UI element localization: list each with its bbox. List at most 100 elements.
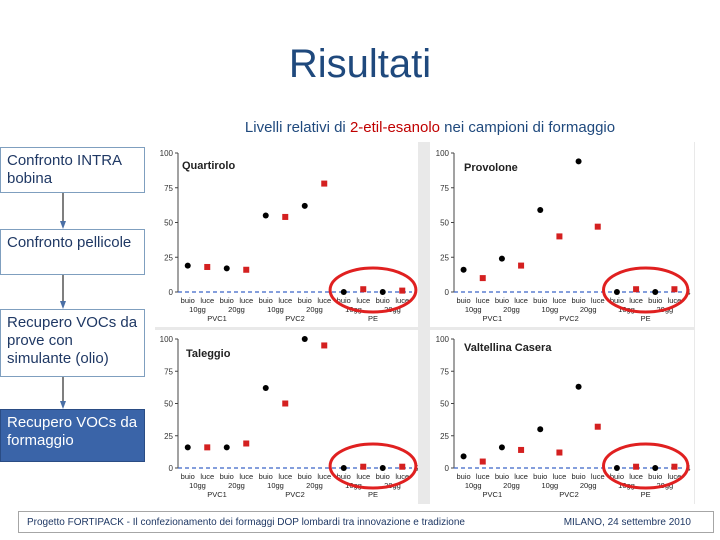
chart-subtitle: Livelli relativi di 2-etil-esanolo nei c… (150, 119, 710, 136)
x-film-label: PE (641, 314, 651, 323)
x-category-label: luce (200, 472, 214, 481)
x-category-label: luce (629, 296, 643, 305)
point-luce (479, 458, 486, 465)
x-category-label: luce (553, 472, 567, 481)
point-buio (652, 465, 659, 471)
step-formaggio[interactable]: Recupero VOCs da formaggio (0, 409, 145, 462)
y-tick-label: 100 (436, 335, 450, 344)
x-category-label: luce (395, 472, 409, 481)
point-luce (556, 233, 563, 240)
point-luce (321, 180, 328, 187)
y-tick-label: 100 (436, 149, 450, 158)
point-buio (460, 453, 467, 460)
point-buio (537, 426, 544, 433)
point-buio (223, 444, 230, 451)
point-buio (379, 465, 386, 471)
plot-area (154, 330, 418, 505)
x-day-label: 10gg (541, 481, 558, 490)
x-day-label: 20gg (580, 305, 597, 314)
x-film-label: PVC1 (207, 490, 227, 499)
point-buio (262, 212, 269, 219)
x-category-label: luce (514, 472, 528, 481)
x-film-label: PE (641, 490, 651, 499)
subtitle-pre: Livelli relativi di (244, 119, 350, 136)
x-category-label: luce (668, 296, 682, 305)
x-film-label: PE (368, 490, 378, 499)
x-day-label: 20gg (228, 305, 245, 314)
point-luce (671, 463, 678, 470)
x-category-label: buio (571, 472, 585, 481)
step-simulante[interactable]: Recupero VOCs da prove con simulante (ol… (0, 309, 145, 377)
y-tick-label: 75 (440, 184, 449, 193)
x-film-label: PVC2 (285, 490, 305, 499)
x-category-label: luce (278, 296, 292, 305)
x-film-label: PVC1 (483, 314, 503, 323)
x-category-label: luce (317, 296, 331, 305)
footer-bar: Progetto FORTIPACK - Il confezionamento … (18, 511, 714, 533)
x-category-label: buio (571, 296, 585, 305)
point-luce (282, 213, 289, 220)
point-luce (204, 444, 211, 451)
point-buio (301, 202, 308, 209)
point-luce (282, 400, 289, 407)
highlight-circle (328, 442, 418, 490)
x-day-label: 20gg (228, 481, 245, 490)
x-category-label: luce (356, 296, 370, 305)
x-category-label: luce (476, 296, 490, 305)
point-buio (537, 206, 544, 213)
y-tick-label: 0 (445, 288, 450, 297)
plot-area (430, 330, 694, 505)
x-day-label: 20gg (503, 305, 520, 314)
x-category-label: luce (476, 472, 490, 481)
chart-title: Provolone (464, 162, 518, 174)
x-category-label: buio (533, 472, 547, 481)
x-category-label: buio (259, 472, 273, 481)
x-category-label: buio (298, 472, 312, 481)
x-day-label: 20gg (306, 481, 323, 490)
arrow-down-icon (60, 377, 66, 409)
x-category-label: luce (395, 296, 409, 305)
x-film-label: PE (368, 314, 378, 323)
point-buio (498, 255, 505, 262)
x-category-label: luce (278, 472, 292, 481)
x-category-label: buio (610, 472, 624, 481)
point-luce (204, 263, 211, 270)
x-category-label: buio (610, 296, 624, 305)
plot-area (154, 142, 418, 327)
x-category-label: buio (259, 296, 273, 305)
point-luce (556, 449, 563, 456)
point-luce (633, 463, 640, 470)
x-category-label: buio (376, 472, 390, 481)
x-category-label: buio (456, 296, 470, 305)
point-luce (399, 463, 406, 470)
point-luce (518, 262, 525, 269)
x-category-label: buio (648, 296, 662, 305)
point-luce (243, 266, 250, 273)
y-tick-label: 0 (169, 288, 174, 297)
highlight-circle (602, 266, 690, 314)
footer-date: MILANO, 24 settembre 2010 (563, 517, 691, 528)
x-category-label: luce (356, 472, 370, 481)
step-intra-bobina[interactable]: Confronto INTRA bobina (0, 147, 145, 193)
x-category-label: buio (298, 296, 312, 305)
point-luce (399, 287, 406, 294)
x-category-label: luce (629, 472, 643, 481)
point-buio (613, 289, 620, 295)
point-luce (243, 440, 250, 447)
x-category-label: luce (239, 296, 253, 305)
x-day-label: 20gg (580, 481, 597, 490)
point-buio (223, 265, 230, 272)
step-pellicole[interactable]: Confronto pellicole (0, 229, 145, 275)
y-tick-label: 25 (440, 253, 449, 262)
x-category-label: buio (181, 472, 195, 481)
x-category-label: buio (648, 472, 662, 481)
point-buio (262, 385, 269, 392)
y-tick-label: 25 (440, 432, 449, 441)
x-category-label: buio (337, 296, 351, 305)
y-tick-label: 50 (440, 219, 449, 228)
footer-project: Progetto FORTIPACK - Il confezionamento … (27, 517, 465, 528)
point-buio (379, 289, 386, 295)
x-day-label: 20gg (306, 305, 323, 314)
